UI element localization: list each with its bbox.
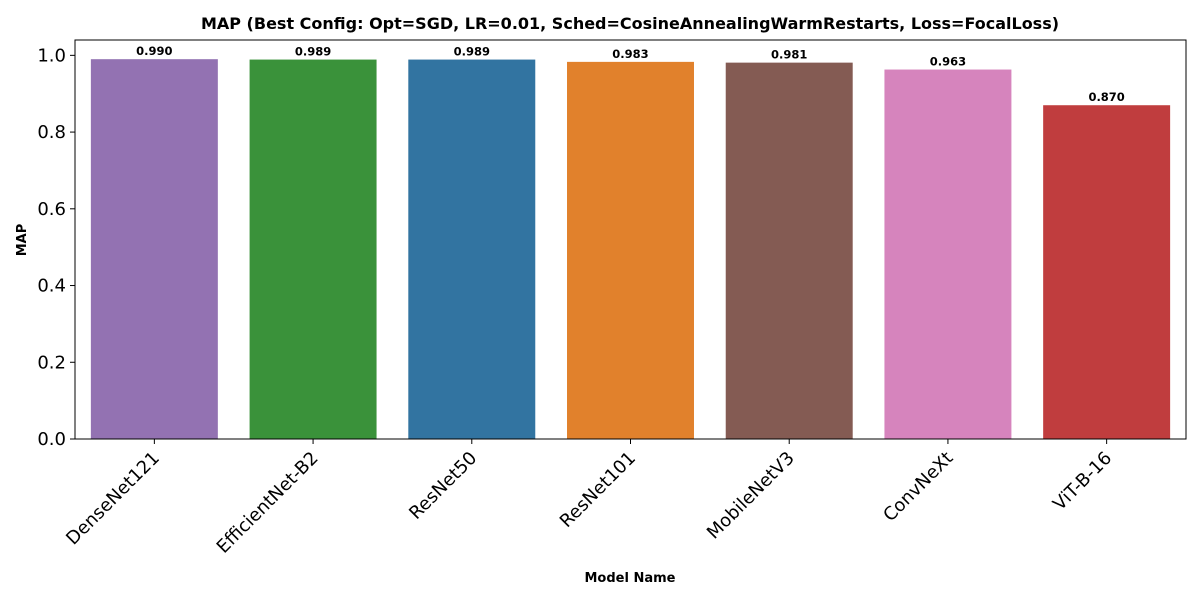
bar — [1043, 105, 1171, 439]
chart-title: MAP (Best Config: Opt=SGD, LR=0.01, Sche… — [201, 14, 1059, 33]
bar-value-label: 0.981 — [771, 48, 807, 62]
bar-value-label: 0.990 — [136, 44, 172, 58]
y-axis-label: MAP — [15, 224, 30, 257]
x-tick-label: MobileNetV3 — [703, 448, 799, 544]
bar — [884, 69, 1012, 439]
bar — [249, 59, 377, 439]
bar-value-label: 0.989 — [454, 45, 490, 59]
y-axis: 0.0 0.2 0.4 0.6 0.8 1.0 — [37, 45, 75, 450]
y-tick-label: 1.0 — [37, 45, 66, 66]
bar-value-label: 0.870 — [1088, 90, 1124, 104]
x-axis: DenseNet121 EfficientNet-B2 ResNet50 ResNet… — [62, 439, 1116, 558]
bar — [408, 59, 536, 439]
x-tick-label: DenseNet121 — [62, 448, 164, 550]
bar — [90, 59, 218, 440]
bar — [567, 61, 694, 439]
y-tick-label: 0.4 — [37, 276, 66, 297]
y-tick-label: 0.0 — [37, 429, 66, 450]
y-tick-label: 0.6 — [37, 199, 66, 220]
x-tick-label: ViT-B-16 — [1049, 448, 1116, 515]
x-tick-label: ResNet50 — [405, 448, 481, 524]
value-labels-group: 0.990 0.989 0.989 0.983 0.981 0.963 0.870 — [136, 44, 1125, 104]
x-tick-label: ConvNeXt — [879, 448, 957, 526]
bars-group — [90, 59, 1171, 440]
bar — [725, 62, 853, 439]
y-tick-label: 0.2 — [37, 352, 66, 373]
bar-value-label: 0.989 — [295, 45, 331, 59]
bar-value-label: 0.963 — [930, 55, 966, 69]
x-tick-label: ResNet101 — [556, 448, 640, 532]
x-tick-label: EfficientNet-B2 — [213, 448, 323, 558]
x-axis-label: Model Name — [585, 571, 676, 586]
bar-value-label: 0.983 — [612, 47, 648, 61]
y-tick-label: 0.8 — [37, 122, 66, 143]
